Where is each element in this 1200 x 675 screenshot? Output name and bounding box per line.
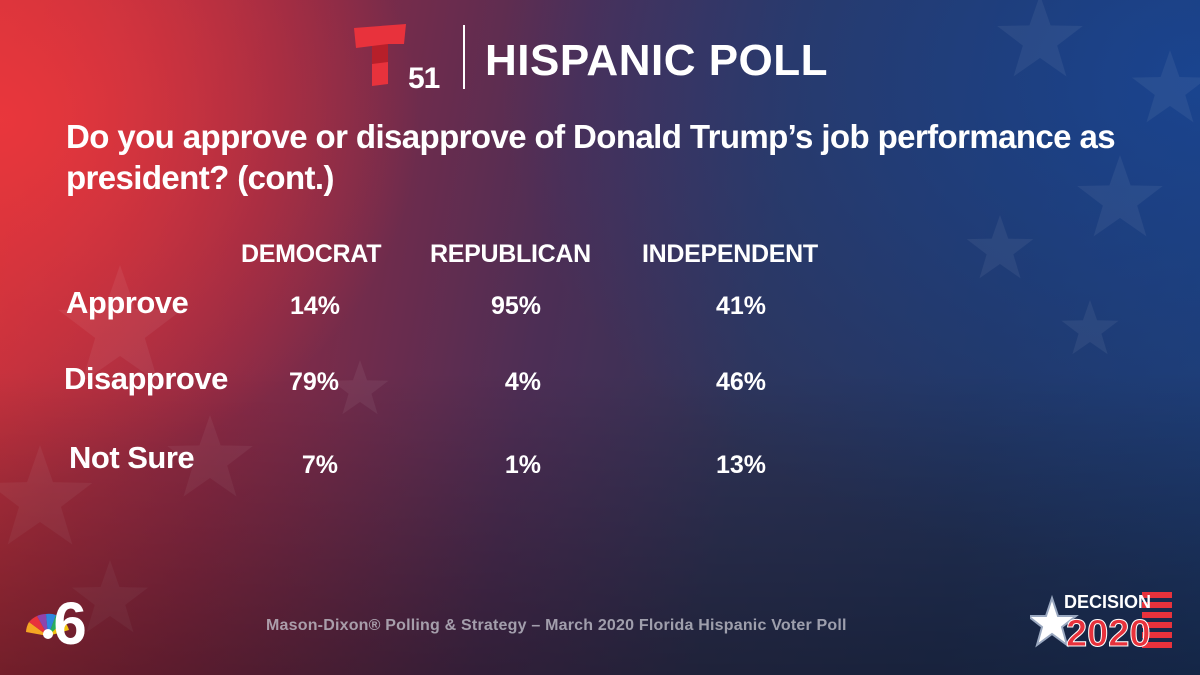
logo-divider xyxy=(463,25,465,89)
cell-not-sure-independent: 13% xyxy=(715,451,766,479)
row-label-not-sure: Not Sure xyxy=(69,440,195,475)
header-logo: 51 HISPANIC POLL xyxy=(352,22,852,95)
row-label-disapprove: Disapprove xyxy=(64,361,228,396)
cell-approve-independent: 41% xyxy=(715,292,766,320)
poll-source: Mason-Dixon® Polling & Strategy – March … xyxy=(266,617,847,634)
cell-not-sure-republican: 1% xyxy=(504,451,541,479)
column-header-democrat: DEMOCRAT xyxy=(241,240,382,268)
channel-number: 51 xyxy=(408,62,440,95)
cell-not-sure-democrat: 7% xyxy=(301,451,338,479)
cell-approve-democrat: 14% xyxy=(289,292,340,320)
cell-approve-republican: 95% xyxy=(490,292,541,320)
flag-stripes xyxy=(1142,592,1172,648)
telemundo-logo-icon xyxy=(354,24,406,86)
poll-title: HISPANIC POLL xyxy=(485,36,829,85)
column-header-republican: REPUBLICAN xyxy=(430,240,591,268)
decision-word: DECISION xyxy=(1064,592,1151,612)
row-label-approve: Approve xyxy=(66,285,189,320)
column-header-independent: INDEPENDENT xyxy=(642,240,818,268)
decision-2020-star-icon xyxy=(1030,594,1079,648)
nbc-peacock-icon: 6 xyxy=(26,590,87,648)
cell-disapprove-republican: 4% xyxy=(504,368,541,396)
decision-2020-badge: DECISION 2020 xyxy=(1030,592,1172,650)
poll-question: Do you approve or disapprove of Donald T… xyxy=(66,118,1116,196)
station-number: 6 xyxy=(53,590,86,648)
cell-disapprove-independent: 46% xyxy=(715,368,766,396)
cell-disapprove-democrat: 79% xyxy=(288,368,339,396)
decision-year: 2020 xyxy=(1066,613,1151,650)
